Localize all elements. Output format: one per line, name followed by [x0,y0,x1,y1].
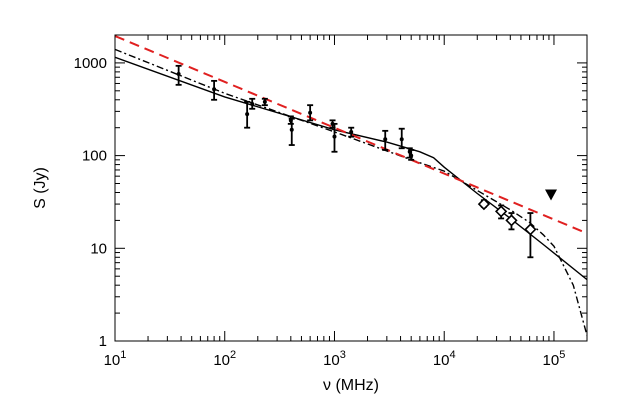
series-line-dash-dot [115,48,587,336]
markers [176,71,558,236]
series-line-dashed [115,35,587,235]
data-point [212,87,217,92]
diamond-point [494,205,508,218]
y-tick-label: 100 [82,148,107,165]
data-point [409,153,414,158]
x-tick-label: 103 [323,349,346,369]
data-point [289,127,294,132]
data-point [250,102,255,107]
x-tick-labels: 101 102 103 104 105 [104,349,566,369]
diamond-point [477,197,491,211]
diamond-point [524,223,537,236]
x-tick-label: 105 [543,349,566,369]
x-tick-label: 104 [433,349,456,369]
series-lines [115,35,587,336]
data-point [383,137,388,142]
upper-limit-marker [545,189,558,201]
data-point [308,110,313,115]
y-tick-label: 1 [99,333,107,350]
data-point [330,121,335,126]
x-tick-label: 101 [104,349,127,369]
diamond-point [505,214,518,227]
data-point [288,118,293,123]
data-point [332,134,337,139]
data-point [349,129,354,134]
data-point [245,112,250,117]
data-point [262,99,267,104]
y-axis-label: S (Jy) [32,167,49,209]
y-tick-labels: 1 10 100 1000 [74,55,107,350]
data-point [407,149,412,154]
x-axis-label: ν (MHz) [323,377,379,394]
x-tick-label: 102 [213,349,236,369]
data-point [399,137,404,142]
axis-ticks [114,34,588,342]
data-point [176,71,181,76]
plot-frame [114,34,588,342]
y-tick-label: 10 [90,240,107,257]
y-tick-label: 1000 [74,55,107,72]
